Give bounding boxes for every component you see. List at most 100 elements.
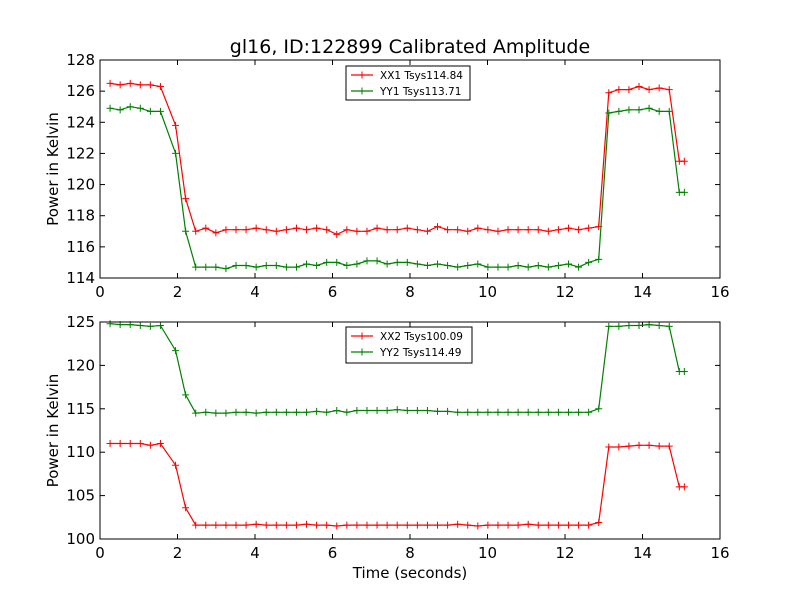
data-point-marker — [625, 442, 633, 450]
data-point-marker — [343, 226, 351, 234]
data-point-marker — [232, 226, 240, 234]
data-point-marker — [514, 408, 522, 416]
data-point-marker — [403, 407, 411, 415]
data-point-marker — [202, 263, 210, 271]
data-point-marker — [192, 263, 200, 271]
data-point-marker — [156, 107, 164, 115]
data-point-marker — [423, 407, 431, 415]
x-tick-label: 0 — [95, 283, 105, 301]
data-point-marker — [393, 521, 401, 529]
data-point-marker — [524, 520, 532, 528]
data-point-marker — [383, 260, 391, 268]
x-tick-label: 10 — [478, 544, 497, 562]
data-point-marker — [393, 258, 401, 266]
x-tick-label: 4 — [250, 283, 260, 301]
data-point-marker — [212, 263, 220, 271]
legend-marker — [358, 332, 366, 340]
data-point-marker — [665, 322, 673, 330]
data-point-marker — [665, 86, 673, 94]
data-point-marker — [282, 263, 290, 271]
data-point-marker — [474, 260, 482, 268]
data-point-marker — [116, 440, 124, 448]
data-point-marker — [474, 522, 482, 530]
data-point-marker — [680, 367, 688, 375]
data-point-marker — [126, 440, 134, 448]
data-point-marker — [106, 320, 114, 328]
x-tick-label: 10 — [478, 283, 497, 301]
data-point-marker — [554, 408, 562, 416]
data-point-marker — [544, 408, 552, 416]
x-tick-label: 0 — [95, 544, 105, 562]
data-point-marker — [242, 226, 250, 234]
data-point-marker — [575, 263, 583, 271]
data-point-marker — [363, 407, 371, 415]
data-point-marker — [393, 226, 401, 234]
data-point-marker — [272, 262, 280, 270]
data-point-marker — [232, 521, 240, 529]
data-point-marker — [434, 223, 442, 231]
data-point-marker — [595, 255, 603, 263]
x-tick-label: 8 — [405, 283, 415, 301]
data-point-marker — [156, 82, 164, 90]
data-point-marker — [363, 521, 371, 529]
data-point-marker — [615, 443, 623, 451]
data-point-marker — [665, 107, 673, 115]
data-point-marker — [423, 521, 431, 529]
x-tick-label: 12 — [555, 283, 574, 301]
data-point-marker — [282, 521, 290, 529]
data-point-marker — [494, 227, 502, 235]
data-point-marker — [635, 106, 643, 114]
x-tick-label: 8 — [405, 544, 415, 562]
data-point-marker — [615, 107, 623, 115]
data-point-marker — [645, 104, 653, 112]
x-tick-label: 16 — [710, 544, 729, 562]
data-point-marker — [680, 188, 688, 196]
data-point-marker — [494, 521, 502, 529]
data-point-marker — [615, 322, 623, 330]
data-point-marker — [156, 440, 164, 448]
data-point-marker — [605, 89, 613, 97]
data-point-marker — [454, 520, 462, 528]
data-point-marker — [106, 79, 114, 87]
data-point-marker — [313, 521, 321, 529]
data-point-marker — [343, 408, 351, 416]
data-point-marker — [413, 407, 421, 415]
data-point-marker — [564, 521, 572, 529]
data-point-marker — [172, 121, 180, 129]
legend-marker — [358, 87, 366, 95]
data-point-marker — [373, 224, 381, 232]
data-point-marker — [136, 104, 144, 112]
data-point-marker — [252, 520, 260, 528]
x-tick-label: 12 — [555, 544, 574, 562]
data-point-marker — [524, 263, 532, 271]
data-point-marker — [323, 408, 331, 416]
data-point-marker — [393, 406, 401, 414]
data-point-marker — [192, 227, 200, 235]
y-axis-label: Power in Kelvin — [44, 374, 62, 488]
data-point-marker — [383, 407, 391, 415]
data-point-marker — [313, 407, 321, 415]
data-point-marker — [534, 262, 542, 270]
data-point-marker — [212, 521, 220, 529]
data-point-marker — [353, 260, 361, 268]
y-tick-label: 116 — [66, 238, 95, 256]
series-line-xx — [110, 82, 685, 236]
data-point-marker — [444, 521, 452, 529]
data-point-marker — [575, 408, 583, 416]
data-point-marker — [323, 226, 331, 234]
data-point-marker — [242, 521, 250, 529]
data-point-marker — [363, 227, 371, 235]
data-point-marker — [383, 521, 391, 529]
data-point-marker — [343, 521, 351, 529]
data-point-marker — [454, 408, 462, 416]
data-point-marker — [333, 407, 341, 415]
data-point-marker — [146, 322, 154, 330]
data-point-marker — [202, 408, 210, 416]
legend-label: YY2 Tsys114.49 — [379, 347, 461, 359]
data-point-marker — [564, 224, 572, 232]
data-point-marker — [262, 262, 270, 270]
legend-label: XX2 Tsys100.09 — [380, 331, 463, 343]
series-line-yy — [110, 106, 685, 270]
data-point-marker — [605, 322, 613, 330]
